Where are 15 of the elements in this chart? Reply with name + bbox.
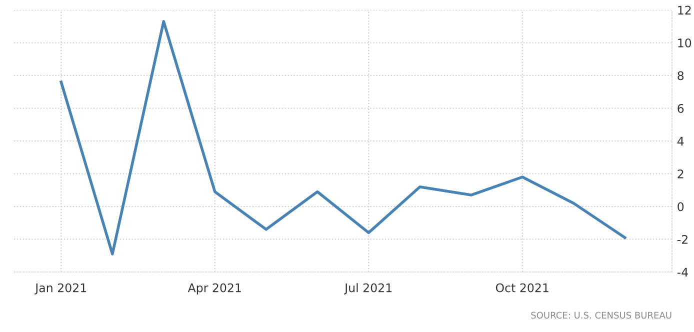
x-tick-label: Jan 2021 (34, 283, 86, 294)
x-tick-label: Apr 2021 (188, 283, 241, 295)
y-tick-label: 12 (678, 6, 691, 14)
y-tick-label: -2 (677, 234, 688, 244)
y-tick-label: 10 (678, 38, 692, 48)
y-tick-label: 8 (678, 71, 684, 80)
y-tick-label: 0 (678, 202, 684, 212)
y-tick-label: 6 (678, 104, 684, 113)
line-series (60, 20, 626, 256)
x-tick-label: Oct 2021 (496, 283, 548, 292)
source-note: SOURCE: U.S. CENSUS BUREAU (531, 312, 672, 319)
x-tick-label: Jul 2021 (344, 283, 392, 294)
y-tick-label: 4 (677, 136, 684, 146)
y-tick-label: -4 (677, 268, 688, 276)
y-tick-label: 2 (678, 169, 684, 178)
